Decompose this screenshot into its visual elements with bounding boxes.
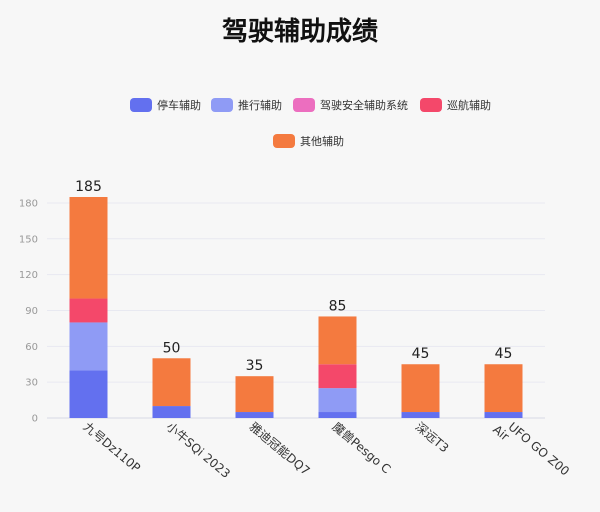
bar-segment — [235, 376, 274, 413]
x-tick-label: 深远T3 — [413, 420, 452, 456]
y-tick-label: 30 — [25, 378, 38, 389]
legend-swatch — [211, 98, 233, 112]
bar-segment — [69, 370, 108, 418]
legend-swatch — [273, 134, 295, 148]
y-tick-label: 150 — [19, 234, 38, 245]
y-tick-label: 120 — [19, 270, 38, 281]
bar-segment — [401, 412, 440, 418]
legend-label: 驾驶安全辅助系统 — [320, 98, 408, 112]
legend-label: 停车辅助 — [157, 98, 201, 112]
bar-segment — [235, 412, 274, 418]
x-tick-label: 小牛SQi 2023 — [164, 419, 234, 481]
legend-label: 其他辅助 — [300, 134, 344, 148]
bar-total-label: 45 — [495, 346, 513, 362]
bar-segment — [484, 412, 523, 418]
bar-segment — [318, 364, 357, 389]
x-axis: 九号Dz110P 小牛SQi 2023 雅迪冠能DQ7 魔兽Pesgo C 深远T3 UF… — [81, 419, 572, 481]
grid — [47, 202, 545, 419]
bar-segment — [152, 358, 191, 407]
bar-segment — [318, 316, 357, 365]
x-tick-label: 九号Dz110P — [81, 420, 143, 476]
bar-segment — [318, 388, 357, 413]
bar-segment — [484, 364, 523, 413]
legend-label: 推行辅助 — [238, 98, 282, 112]
bar-total-label: 35 — [246, 358, 264, 374]
x-tick-label: 魔兽Pesgo C — [330, 419, 394, 477]
total-labels: 185 50 35 85 45 45 — [75, 179, 512, 374]
y-axis: 0 30 60 90 120 150 180 — [19, 198, 38, 424]
y-tick-label: 60 — [25, 342, 38, 353]
bar-segment — [401, 364, 440, 413]
bar-segment — [69, 197, 108, 299]
bar-segment — [69, 298, 108, 323]
y-tick-label: 90 — [25, 306, 38, 317]
y-tick-label: 0 — [32, 414, 38, 425]
legend-swatch — [293, 98, 315, 112]
bar-total-label: 185 — [75, 179, 102, 195]
bar-segment — [69, 322, 108, 371]
legend-swatch — [420, 98, 442, 112]
bar-total-label: 50 — [163, 340, 181, 356]
bars — [69, 197, 523, 418]
y-tick-label: 180 — [19, 198, 38, 209]
legend-label: 巡航辅助 — [447, 98, 491, 112]
bar-total-label: 85 — [329, 298, 347, 314]
x-tick-label: UFO GO Z00 — [506, 420, 572, 479]
x-tick-label: 雅迪冠能DQ7 — [247, 419, 314, 478]
legend-swatch — [130, 98, 152, 112]
bar-segment — [152, 406, 191, 418]
bar-segment — [318, 412, 357, 418]
chart-title: 驾驶辅助成绩 — [222, 17, 378, 47]
bar-total-label: 45 — [412, 346, 430, 362]
